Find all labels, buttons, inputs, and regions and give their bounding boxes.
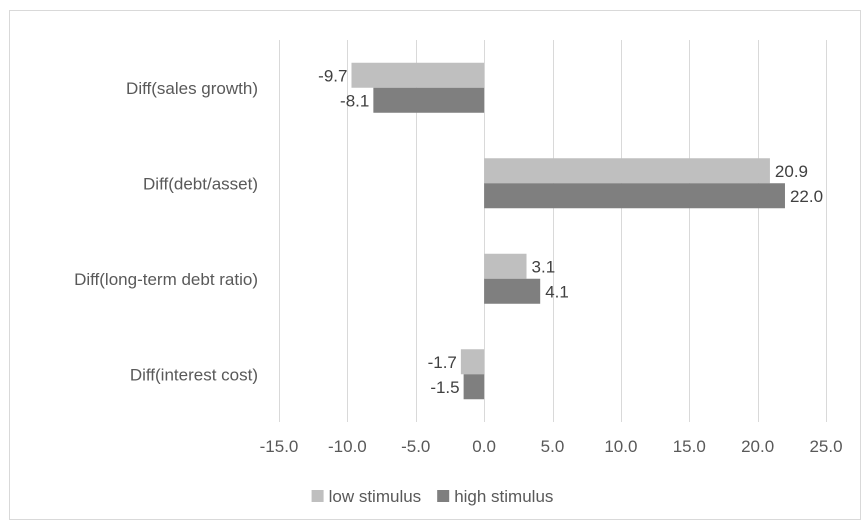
x-tick-label: 25.0	[809, 437, 842, 456]
x-tick-label: -10.0	[328, 437, 367, 456]
category-label: Diff(debt/asset)	[143, 174, 258, 193]
data-label: -9.7	[318, 66, 347, 85]
bar-low-stimulus	[484, 253, 527, 279]
bar-high-stimulus	[484, 183, 785, 209]
gridlines	[279, 40, 827, 422]
data-label: 22.0	[790, 187, 823, 206]
category-label: Diff(long-term debt ratio)	[74, 270, 258, 289]
bar-low-stimulus	[351, 62, 485, 88]
x-tick-label: 0.0	[472, 437, 496, 456]
legend: low stimulus high stimulus	[311, 487, 553, 506]
x-tick-label: -15.0	[260, 437, 299, 456]
category-labels: Diff(sales growth) Diff(debt/asset) Diff(l…	[74, 79, 258, 385]
x-tick-label: 15.0	[673, 437, 706, 456]
data-label: 20.9	[775, 162, 808, 181]
bar-high-stimulus	[484, 278, 541, 304]
bar-low-stimulus	[460, 349, 485, 375]
category-label: Diff(sales growth)	[126, 79, 258, 98]
bars	[351, 62, 785, 400]
data-label: -1.7	[428, 353, 457, 372]
x-tick-label: 5.0	[541, 437, 565, 456]
bar-low-stimulus	[484, 158, 770, 184]
data-labels: -9.7 20.9 3.1 -1.7 -8.1 22.0 4.1 -1.5	[318, 66, 823, 397]
x-tick-label: 20.0	[741, 437, 774, 456]
data-label: -8.1	[340, 91, 369, 110]
data-label: -1.5	[430, 378, 459, 397]
x-tick-label: -5.0	[401, 437, 430, 456]
legend-label: high stimulus	[454, 487, 553, 506]
bar-high-stimulus	[463, 374, 485, 400]
x-axis-ticks: -15.0 -10.0 -5.0 0.0 5.0 10.0 15.0 20.0 25.0	[260, 437, 843, 456]
x-tick-label: 10.0	[604, 437, 637, 456]
legend-swatch	[311, 490, 324, 502]
legend-label: low stimulus	[329, 487, 422, 506]
data-label: 4.1	[545, 282, 569, 301]
bar-high-stimulus	[373, 87, 485, 113]
category-label: Diff(interest cost)	[130, 365, 258, 384]
data-label: 3.1	[532, 257, 556, 276]
legend-swatch	[437, 490, 450, 502]
